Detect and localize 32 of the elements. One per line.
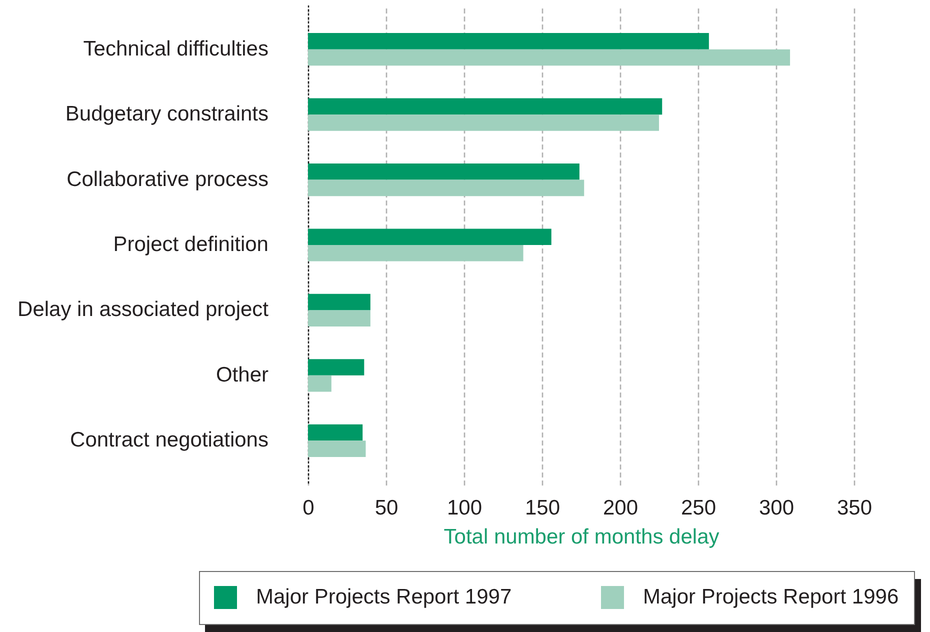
x-tick-label: 0 xyxy=(302,496,314,520)
y-tick-label: Other xyxy=(216,363,268,386)
legend-label: Major Projects Report 1997 xyxy=(256,586,512,608)
bar xyxy=(308,424,363,441)
x-tick-label: 50 xyxy=(374,496,398,520)
bar xyxy=(308,163,580,180)
bar xyxy=(308,310,370,327)
x-tick-label: 250 xyxy=(680,496,716,520)
y-tick-label: Technical difficulties xyxy=(83,37,268,60)
bar xyxy=(308,33,709,50)
bar xyxy=(308,98,662,115)
bar xyxy=(308,228,552,245)
legend-label: Major Projects Report 1996 xyxy=(643,586,899,608)
y-tick-label: Contract negotiations xyxy=(70,428,268,452)
bar xyxy=(308,49,790,66)
bar xyxy=(308,359,364,376)
x-tick-label: 150 xyxy=(524,496,560,520)
bar xyxy=(308,294,370,310)
bar xyxy=(308,114,659,131)
bar xyxy=(308,180,584,196)
bar xyxy=(308,375,332,392)
y-tick-label: Delay in associated project xyxy=(18,298,269,322)
x-tick-label: 300 xyxy=(758,496,794,520)
x-tick-label: 350 xyxy=(836,496,872,520)
x-tick-label: 100 xyxy=(446,496,482,520)
bar xyxy=(308,245,524,262)
y-tick-label: Collaborative process xyxy=(66,168,268,191)
y-tick-label: Project definition xyxy=(113,233,268,256)
y-tick-label: Budgetary constraints xyxy=(65,102,268,126)
x-tick-label: 200 xyxy=(602,496,638,520)
x-axis-title: Total number of months delay xyxy=(444,526,720,548)
bar xyxy=(308,440,366,457)
